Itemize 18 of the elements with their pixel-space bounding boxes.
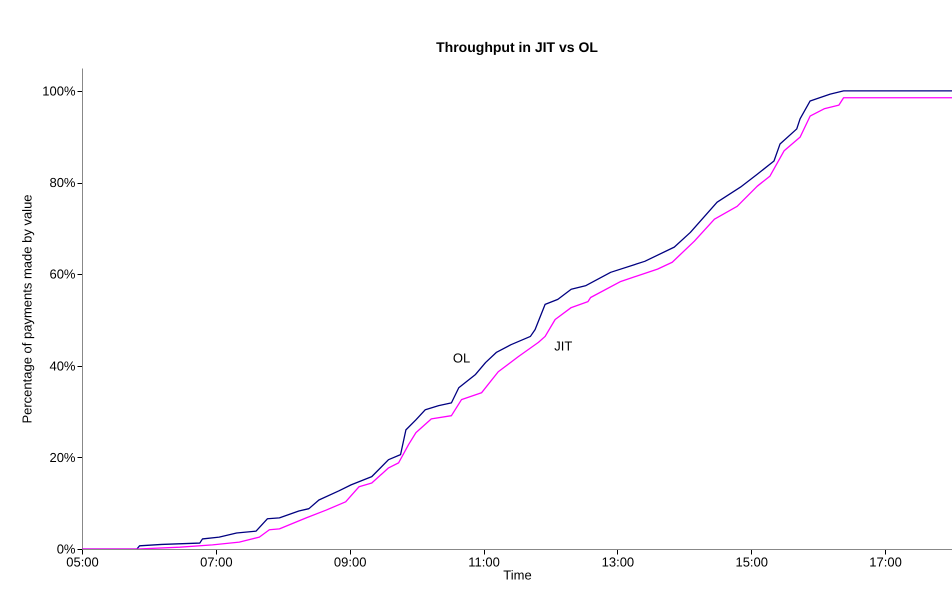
y-tick-label: 60%: [49, 266, 76, 282]
x-tick-label: 05:00: [66, 554, 99, 570]
y-tick-label: 40%: [49, 358, 76, 374]
y-tick-label: 20%: [49, 450, 76, 465]
y-tick-label: 100%: [42, 83, 76, 98]
y-tick-label: 0%: [56, 542, 76, 556]
x-tick-label: 15:00: [735, 554, 768, 570]
x-tick-label: 11:00: [468, 554, 500, 570]
series-label: JIT: [554, 338, 572, 354]
x-tick-label: 17:00: [869, 554, 902, 570]
y-axis-title: Percentage of payments made by value: [19, 194, 34, 424]
x-tick-label: 09:00: [334, 554, 366, 570]
x-tick-label: 07:00: [200, 554, 233, 570]
x-axis-title: Time: [503, 568, 532, 582]
y-tick-label: 80%: [49, 175, 76, 190]
series-label: OL: [452, 350, 470, 366]
chart-title: Throughput in JIT vs OL: [436, 39, 598, 55]
x-tick-label: 13:00: [602, 554, 634, 570]
